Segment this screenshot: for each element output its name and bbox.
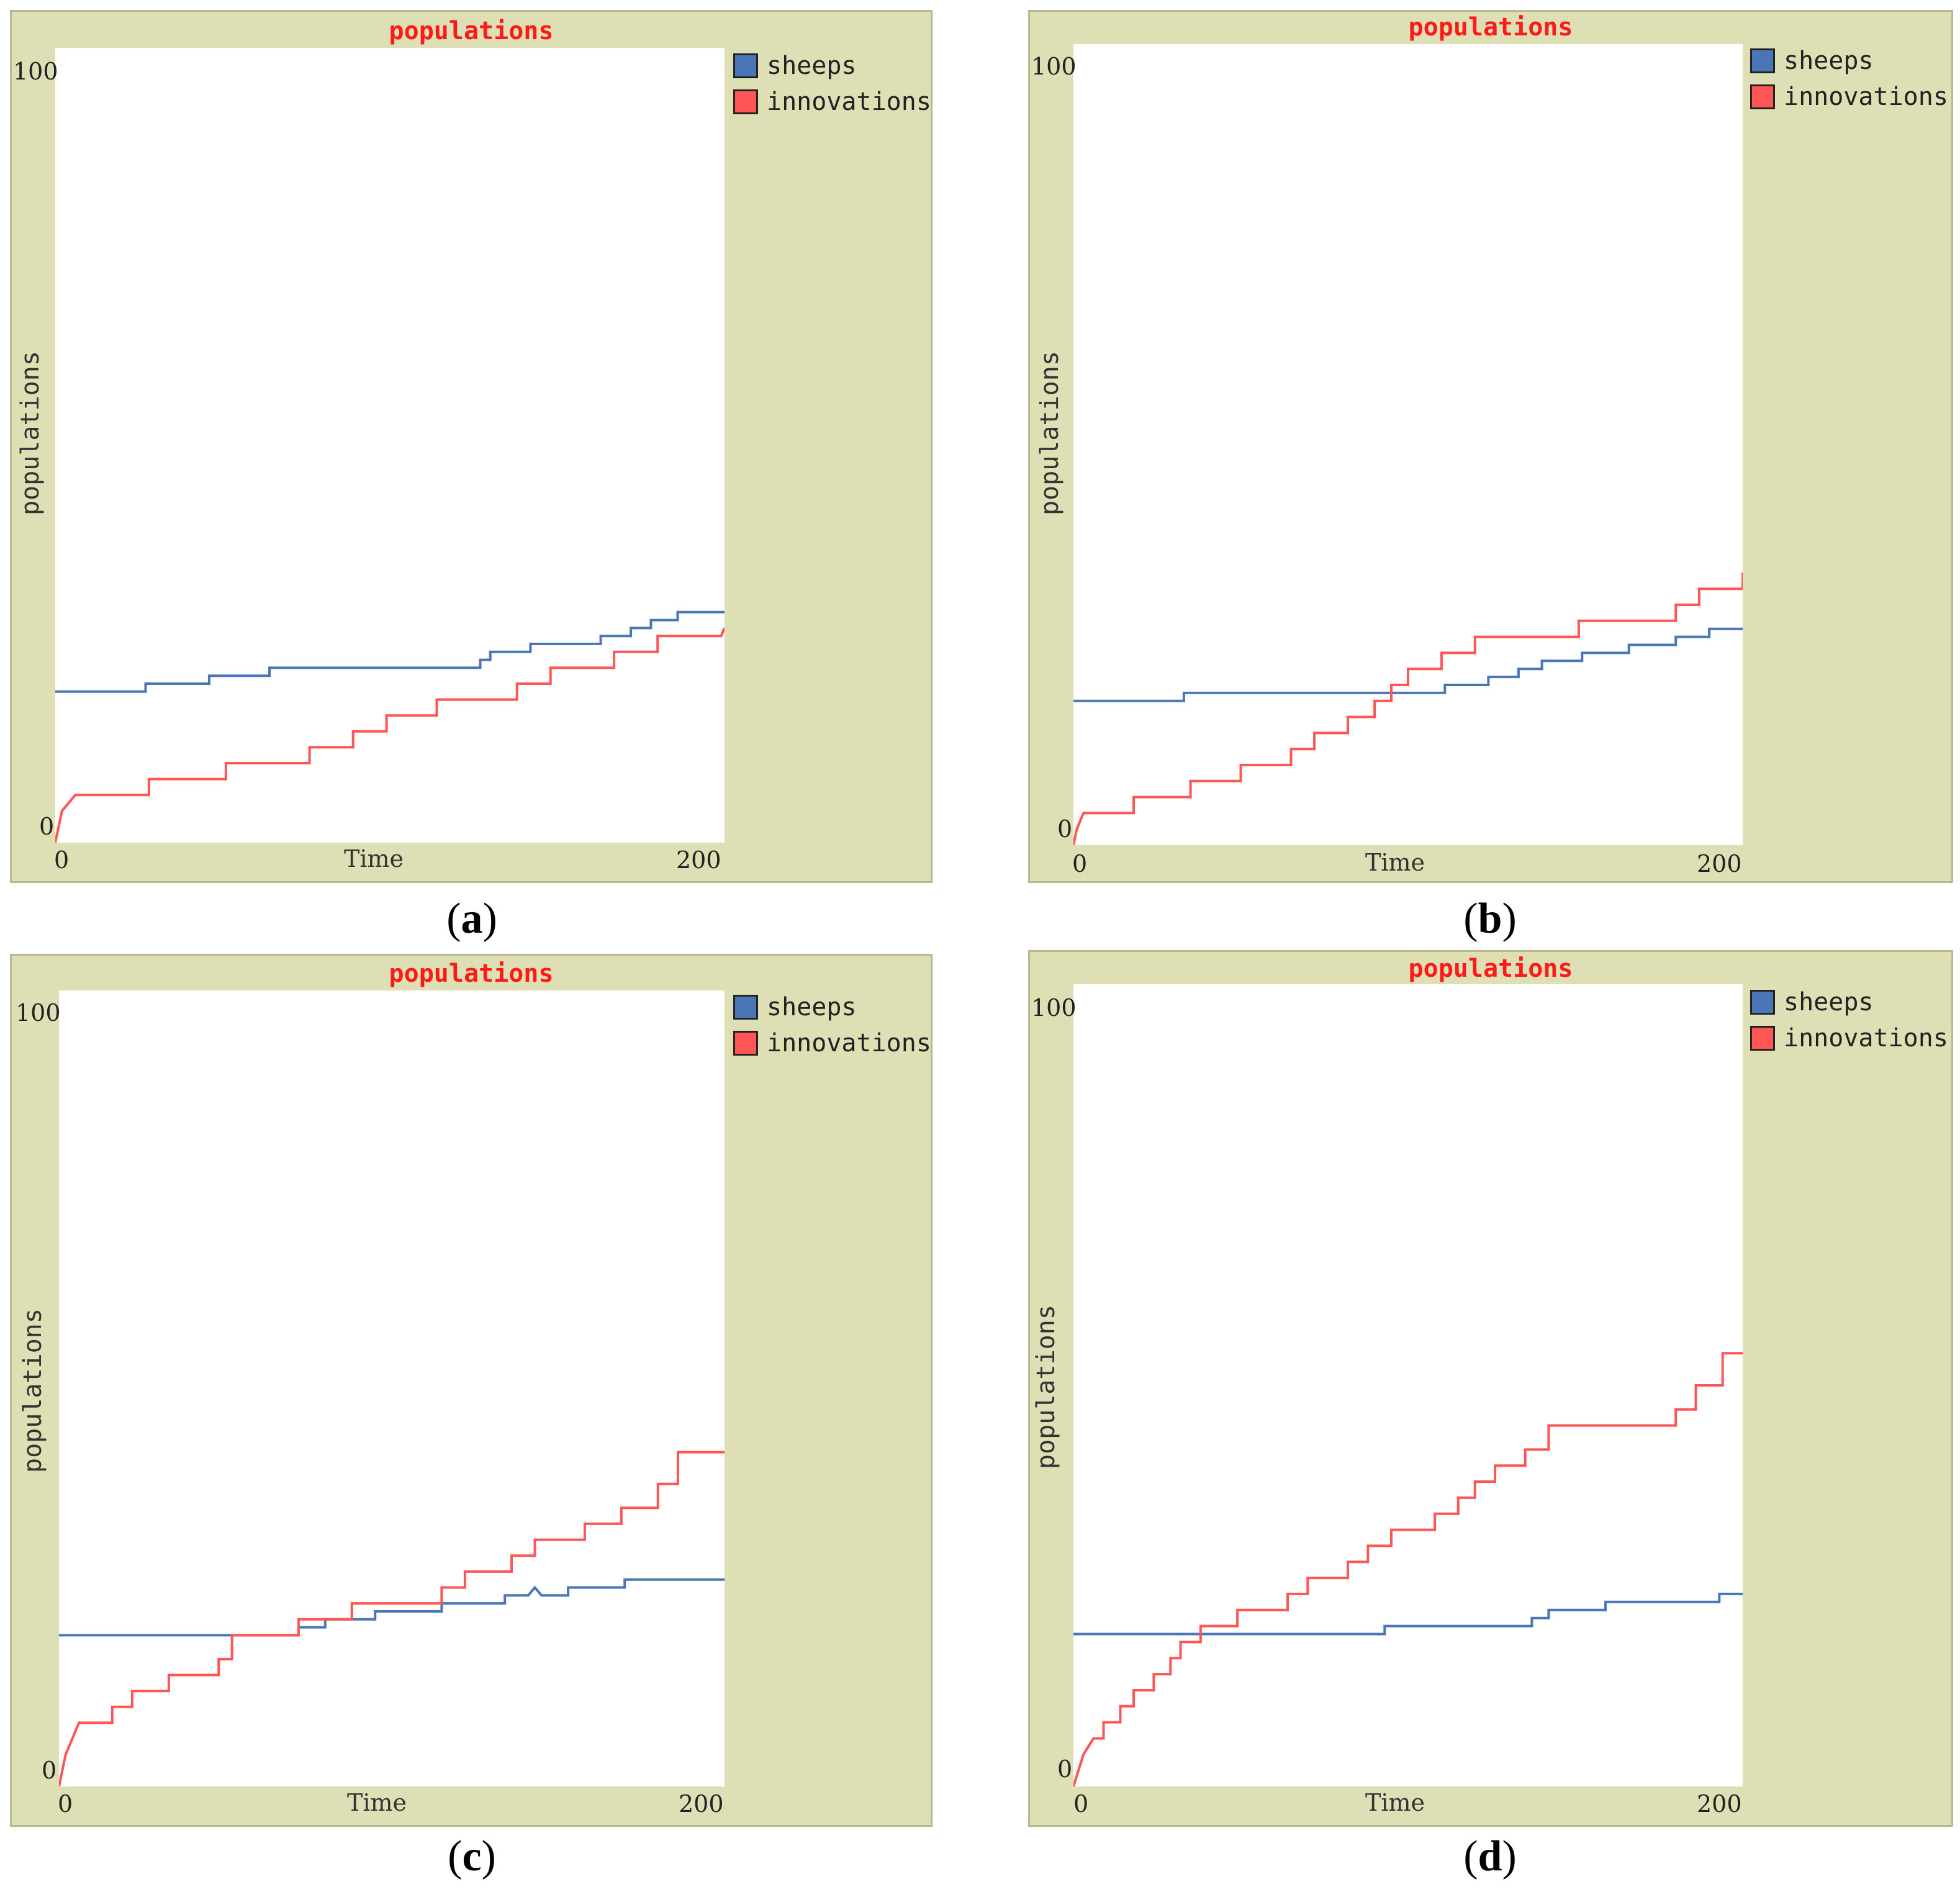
- y-axis-label: populations: [19, 1308, 47, 1473]
- series-line-innovations: [59, 1451, 725, 1787]
- y-tick-min: 0: [39, 813, 55, 840]
- legend-item-innovations: innovations: [733, 84, 931, 120]
- legend-label: innovations: [1784, 1024, 1948, 1053]
- y-tick-max: 100: [13, 58, 58, 85]
- y-axis-label: populations: [16, 351, 45, 515]
- series-line-innovations: [55, 627, 725, 843]
- legend-label: sheeps: [767, 993, 857, 1021]
- series-line-sheeps: [59, 1578, 725, 1637]
- y-axis-label: populations: [1032, 1305, 1060, 1469]
- legend-label: innovations: [767, 88, 931, 116]
- y-tick-max: 100: [1031, 994, 1077, 1021]
- x-axis-label: Time: [1365, 849, 1425, 876]
- line-plot-svg: [1073, 573, 1743, 845]
- legend-label: innovations: [1784, 83, 1948, 111]
- legend-label: innovations: [767, 1029, 931, 1057]
- series-line-innovations: [1073, 573, 1743, 845]
- x-tick-min: 0: [54, 846, 70, 874]
- chart-title: populations: [389, 17, 554, 45]
- plot-frame: populations 100 0 0 200 Time populations…: [10, 954, 933, 1827]
- legend-swatch-innovations: [1750, 84, 1775, 109]
- y-tick-min: 0: [1057, 1755, 1073, 1783]
- legend-swatch-innovations: [1750, 1026, 1775, 1051]
- legend: sheeps innovations: [733, 48, 931, 120]
- y-tick-max: 100: [16, 999, 61, 1026]
- chart-panel-d: populations 100 0 0 200 Time populations…: [1018, 950, 1960, 1902]
- legend: sheeps innovations: [1750, 43, 1948, 115]
- plot-frame: populations 100 0 0 200 Time populations…: [10, 10, 933, 883]
- y-axis-label: populations: [1036, 351, 1064, 515]
- x-tick-max: 200: [1697, 850, 1742, 877]
- chart-title: populations: [389, 959, 554, 988]
- legend-swatch-innovations: [733, 89, 758, 114]
- plot-frame: populations 100 0 0 200 Time populations…: [1028, 10, 1953, 883]
- line-plot-svg: [59, 1451, 725, 1787]
- y-tick-min: 0: [42, 1757, 57, 1784]
- legend-item-innovations: innovations: [1750, 79, 1948, 115]
- legend-item-sheeps: sheeps: [733, 989, 931, 1025]
- legend-swatch-sheeps: [1750, 48, 1775, 73]
- legend-label: sheeps: [767, 52, 857, 80]
- legend-label: sheeps: [1784, 988, 1874, 1017]
- x-axis-label: Time: [1365, 1789, 1425, 1816]
- legend-item-sheeps: sheeps: [733, 48, 931, 84]
- legend-swatch-sheeps: [1750, 990, 1775, 1015]
- legend: sheeps innovations: [733, 989, 931, 1061]
- x-tick-max: 200: [679, 1790, 724, 1818]
- x-tick-min: 0: [1072, 850, 1088, 877]
- panel-caption: (d): [1463, 1832, 1517, 1880]
- y-tick-min: 0: [1057, 815, 1073, 843]
- line-plot-svg: [55, 610, 725, 843]
- x-tick-max: 200: [1697, 1790, 1742, 1818]
- chart-panel-b: populations 100 0 0 200 Time populations…: [1018, 0, 1960, 944]
- line-plot-svg: [1073, 1352, 1743, 1787]
- plot-frame: populations 100 0 0 200 Time populations…: [1028, 950, 1953, 1827]
- series-line-sheeps: [1073, 627, 1743, 702]
- x-axis-label: Time: [344, 845, 404, 872]
- plot-area: [55, 48, 725, 843]
- series-line-sheeps: [1073, 1592, 1743, 1636]
- series-line-innovations: [1073, 1352, 1743, 1787]
- x-tick-min: 0: [58, 1790, 73, 1818]
- x-axis-label: Time: [347, 1789, 407, 1816]
- legend-item-innovations: innovations: [733, 1025, 931, 1061]
- panel-caption: (a): [446, 895, 497, 943]
- x-tick-max: 200: [676, 846, 721, 874]
- plot-area: [1073, 984, 1743, 1787]
- plot-area: [59, 990, 725, 1787]
- chart-panel-a: populations 100 0 0 200 Time populations…: [0, 0, 969, 944]
- legend-swatch-sheeps: [733, 995, 758, 1020]
- series-line-sheeps: [55, 610, 725, 693]
- chart-title: populations: [1408, 954, 1573, 983]
- chart-title: populations: [1408, 13, 1573, 42]
- legend-swatch-sheeps: [733, 53, 758, 78]
- panel-caption: (b): [1463, 895, 1517, 943]
- legend-item-sheeps: sheeps: [1750, 984, 1948, 1020]
- legend-swatch-innovations: [733, 1031, 758, 1056]
- chart-panel-c: populations 100 0 0 200 Time populations…: [0, 950, 969, 1902]
- legend: sheeps innovations: [1750, 984, 1948, 1056]
- x-tick-min: 0: [1073, 1790, 1089, 1818]
- legend-item-innovations: innovations: [1750, 1020, 1948, 1056]
- plot-area: [1073, 44, 1743, 845]
- y-tick-max: 100: [1031, 53, 1077, 80]
- legend-label: sheeps: [1784, 47, 1874, 75]
- panel-caption: (c): [448, 1832, 496, 1880]
- legend-item-sheeps: sheeps: [1750, 43, 1948, 79]
